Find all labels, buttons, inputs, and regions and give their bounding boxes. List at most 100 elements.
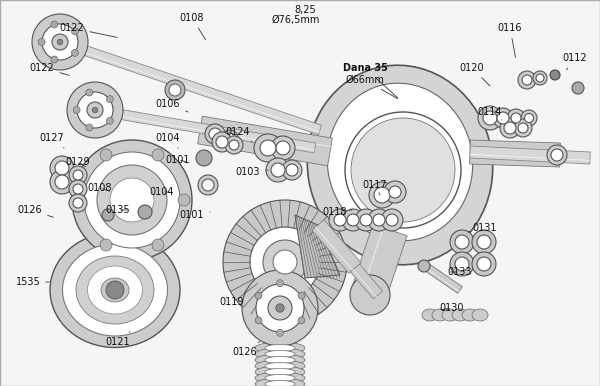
Circle shape — [225, 133, 235, 143]
Circle shape — [87, 102, 103, 118]
Circle shape — [198, 175, 218, 195]
Circle shape — [209, 128, 221, 140]
Ellipse shape — [50, 232, 180, 347]
Circle shape — [69, 166, 87, 184]
Circle shape — [216, 136, 228, 148]
Circle shape — [73, 170, 83, 180]
Circle shape — [550, 70, 560, 80]
Circle shape — [266, 158, 290, 182]
Ellipse shape — [462, 309, 478, 321]
Circle shape — [551, 149, 563, 161]
Circle shape — [521, 110, 537, 126]
Circle shape — [345, 112, 461, 228]
Circle shape — [106, 117, 113, 124]
Circle shape — [329, 209, 351, 231]
Circle shape — [106, 96, 113, 103]
Polygon shape — [470, 146, 590, 164]
Text: 0118: 0118 — [323, 207, 352, 217]
Circle shape — [271, 136, 295, 160]
Circle shape — [350, 275, 390, 315]
Circle shape — [511, 113, 521, 123]
Circle shape — [493, 108, 513, 128]
Circle shape — [100, 239, 112, 251]
Ellipse shape — [265, 381, 295, 386]
Circle shape — [100, 149, 112, 161]
Circle shape — [518, 71, 536, 89]
Circle shape — [86, 89, 93, 96]
Circle shape — [277, 280, 284, 287]
Ellipse shape — [307, 65, 493, 265]
Ellipse shape — [255, 354, 305, 366]
Circle shape — [518, 123, 528, 133]
Text: 1535: 1535 — [16, 277, 49, 287]
Circle shape — [386, 214, 398, 226]
Circle shape — [50, 170, 74, 194]
Text: 0122: 0122 — [29, 63, 70, 75]
Polygon shape — [197, 116, 332, 166]
Ellipse shape — [255, 348, 305, 360]
Circle shape — [260, 140, 276, 156]
Ellipse shape — [422, 309, 438, 321]
Circle shape — [225, 136, 243, 154]
Circle shape — [263, 240, 307, 284]
Circle shape — [547, 145, 567, 165]
Ellipse shape — [432, 309, 448, 321]
Polygon shape — [426, 265, 462, 293]
Circle shape — [384, 181, 406, 203]
Circle shape — [84, 152, 180, 248]
Circle shape — [255, 317, 262, 324]
Text: 0117: 0117 — [362, 180, 388, 195]
Ellipse shape — [62, 244, 167, 336]
Circle shape — [152, 149, 164, 161]
Text: 0116: 0116 — [498, 23, 522, 57]
Text: 8,25: 8,25 — [294, 5, 316, 15]
Circle shape — [477, 257, 491, 271]
Circle shape — [256, 284, 304, 332]
Ellipse shape — [265, 357, 295, 364]
Circle shape — [102, 209, 114, 221]
Text: 0121: 0121 — [106, 332, 130, 347]
Text: 0133: 0133 — [448, 267, 472, 277]
Circle shape — [360, 214, 372, 226]
Ellipse shape — [265, 362, 295, 369]
Text: 0130: 0130 — [440, 303, 464, 313]
Circle shape — [351, 118, 455, 222]
Circle shape — [71, 28, 79, 35]
Circle shape — [500, 118, 520, 138]
Polygon shape — [353, 224, 407, 296]
Ellipse shape — [101, 278, 129, 302]
Circle shape — [169, 84, 181, 96]
Ellipse shape — [88, 266, 143, 314]
Circle shape — [55, 161, 69, 175]
Circle shape — [381, 209, 403, 231]
Circle shape — [229, 140, 239, 150]
Circle shape — [138, 205, 152, 219]
Circle shape — [450, 252, 474, 276]
Ellipse shape — [265, 374, 295, 381]
Circle shape — [110, 178, 154, 222]
Text: 0106: 0106 — [156, 99, 188, 112]
Circle shape — [196, 150, 212, 166]
Circle shape — [51, 21, 58, 28]
Circle shape — [524, 113, 533, 122]
Circle shape — [152, 239, 164, 251]
Circle shape — [73, 184, 83, 194]
Circle shape — [298, 292, 305, 299]
Circle shape — [73, 107, 80, 113]
Circle shape — [572, 82, 584, 94]
Text: 0103: 0103 — [236, 167, 268, 177]
Circle shape — [32, 14, 88, 70]
Text: 0124: 0124 — [226, 127, 252, 142]
Circle shape — [368, 209, 390, 231]
Circle shape — [67, 82, 123, 138]
Text: 0114: 0114 — [478, 107, 502, 120]
Circle shape — [92, 107, 98, 113]
Circle shape — [106, 281, 124, 299]
Circle shape — [418, 260, 430, 272]
Ellipse shape — [452, 309, 468, 321]
Circle shape — [250, 227, 320, 297]
Polygon shape — [350, 264, 383, 299]
Circle shape — [277, 329, 284, 336]
Circle shape — [276, 304, 284, 312]
Circle shape — [242, 270, 318, 346]
